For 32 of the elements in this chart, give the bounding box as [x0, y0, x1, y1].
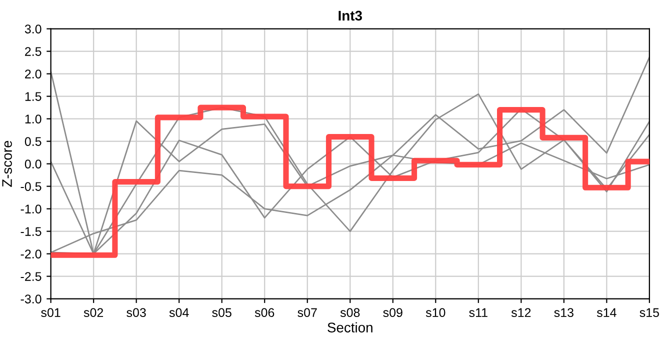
y-tick-label: 3.0: [24, 24, 42, 34]
y-tick-label: 0.0: [24, 160, 42, 168]
y-axis-title: Z-score: [2, 140, 12, 187]
y-tick-label: 1.5: [25, 92, 42, 101]
y-tick-label: 2.5: [25, 47, 42, 56]
x-axis-title: Section: [328, 322, 372, 332]
chart-title: Int3: [338, 10, 362, 21]
line-series: [50, 56, 650, 254]
x-tick-label: s05: [212, 308, 232, 318]
x-tick-label: s14: [596, 308, 616, 318]
x-tick-label: s06: [254, 308, 274, 318]
x-tick-label: s02: [84, 308, 104, 318]
x-tick-label: s15: [640, 308, 659, 318]
y-tick-label: 2.0: [25, 70, 42, 78]
x-tick-label: s09: [383, 308, 402, 318]
y-tick-label: -1.0: [20, 204, 42, 214]
x-tick-label: s03: [126, 308, 146, 318]
x-tick-label: s10: [426, 308, 446, 318]
x-tick-label: s07: [298, 308, 317, 318]
y-tick-label: 0.5: [24, 137, 42, 146]
y-tick-label: 1.0: [25, 114, 42, 124]
y-tick-label: -2.0: [20, 250, 42, 258]
y-tick-label: -3.0: [20, 294, 42, 304]
x-tick-label: s01: [41, 308, 60, 318]
x-tick-label: s11: [469, 308, 488, 318]
x-tick-label: s12: [511, 308, 531, 318]
x-tick-label: s04: [169, 308, 189, 318]
y-tick-label: -2.5: [20, 272, 42, 281]
x-tick-label: s13: [554, 308, 574, 318]
y-tick-label: -1.5: [20, 227, 42, 236]
x-tick-label: s08: [340, 308, 360, 318]
y-tick-label: -0.5: [20, 182, 42, 191]
